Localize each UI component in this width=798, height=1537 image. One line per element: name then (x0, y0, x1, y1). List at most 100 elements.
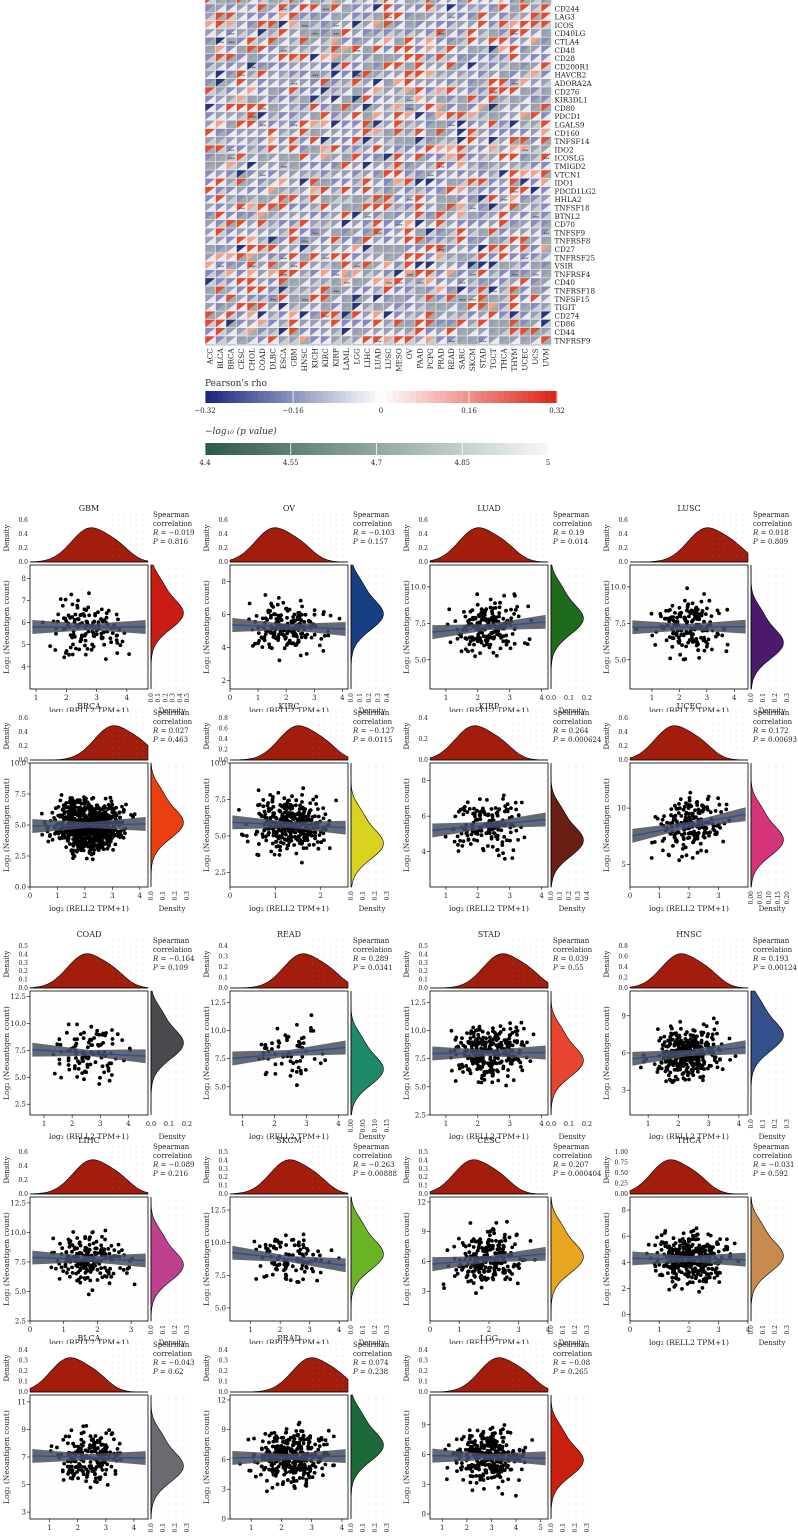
heatmap-cell-rho (541, 28, 552, 38)
bg-dot (545, 582, 547, 584)
heatmap-star: *** (376, 231, 382, 236)
data-point (480, 630, 484, 635)
bg-dot (281, 659, 283, 661)
bg-dot (233, 659, 235, 661)
bg-dot (49, 666, 51, 668)
bg-dot (130, 543, 131, 545)
bg-dot (368, 666, 370, 668)
heatmap-star: *** (323, 256, 329, 261)
bg-dot (289, 680, 291, 682)
heatmap-star: *** (334, 290, 340, 295)
stat-correlation: correlation (153, 520, 193, 528)
bg-dot (433, 680, 435, 682)
heatmap-cell-p (478, 4, 489, 13)
heatmap-cell-rho (236, 28, 247, 38)
x-tick-label: 1 (256, 694, 260, 702)
bg-dot (297, 603, 299, 605)
heatmap-cell-p (541, 28, 552, 38)
bg-dot (382, 582, 384, 584)
top-density-tick: 0.4 (218, 531, 228, 538)
heatmap-star: *** (239, 74, 245, 79)
bg-dot (575, 659, 577, 661)
bg-dot (582, 610, 584, 612)
bg-dot (313, 687, 315, 689)
heatmap-cell-p (299, 45, 310, 54)
heatmap-cell-rho (457, 28, 468, 38)
bg-dot (568, 659, 570, 661)
bg-dot (433, 659, 435, 661)
bg-dot (561, 568, 563, 570)
bg-dot (124, 537, 125, 539)
heatmap-cell-rho (257, 37, 268, 46)
bg-dot (389, 617, 391, 619)
heatmap-cell-p (299, 12, 310, 21)
bg-dot (175, 652, 177, 654)
y-tick-label: 7.5 (415, 620, 426, 628)
bg-dot (105, 603, 107, 605)
heatmap-cell-rho (299, 45, 310, 54)
heatmap-cell-rho (394, 45, 405, 54)
bg-dot (375, 659, 377, 661)
bg-dot (113, 645, 115, 647)
data-point (321, 649, 326, 653)
heatmap-cell-p (415, 45, 426, 54)
heatmap-cell-p (436, 28, 447, 38)
bg-dot (33, 575, 35, 577)
bg-dot (233, 673, 235, 675)
scatter-panels: GBMDensity0.00.20.40.6Spearmancorrelatio… (2, 504, 798, 1537)
bg-dot (89, 680, 91, 682)
heatmap-cell-p (509, 12, 520, 21)
data-point (468, 609, 473, 614)
bg-dot (33, 596, 35, 598)
bg-dot (330, 549, 331, 551)
bg-dot (329, 575, 331, 577)
data-point (285, 609, 290, 613)
bg-dot (73, 659, 75, 661)
bg-dot (73, 568, 75, 570)
data-point (262, 638, 267, 643)
bg-dot (241, 589, 243, 591)
p-colorbar-segment (290, 443, 298, 455)
bg-dot (241, 652, 243, 654)
bg-dot (175, 673, 177, 675)
data-point (99, 607, 104, 612)
bg-dot (65, 645, 67, 647)
bg-dot (41, 659, 43, 661)
bg-dot (345, 638, 347, 640)
heatmap-cell-p (415, 20, 426, 29)
top-density-tick: 0.0 (18, 559, 28, 566)
y-tick-label: 6 (22, 619, 27, 627)
bg-dot (481, 659, 483, 661)
bg-dot (97, 582, 99, 584)
data-point (481, 610, 485, 615)
bg-dot (473, 687, 475, 689)
bg-dot (521, 652, 523, 654)
heatmap-cell-p (320, 0, 331, 4)
bg-dot (330, 531, 331, 533)
bg-dot (375, 631, 377, 633)
bg-dot (136, 525, 137, 527)
heatmap-cell-p (257, 0, 268, 4)
bg-dot (249, 631, 251, 633)
bg-dot (354, 687, 356, 689)
bg-dot (433, 666, 435, 668)
bg-dot (145, 687, 147, 689)
bg-dot (65, 575, 67, 577)
y-tick-label: 7 (22, 597, 26, 605)
bg-dot (505, 568, 507, 570)
bg-dot (465, 659, 467, 661)
heatmap-cell-p (289, 4, 300, 13)
data-point (492, 614, 496, 619)
heatmap-cell-p (499, 20, 510, 29)
bg-dot (189, 659, 191, 661)
bg-dot (97, 617, 99, 619)
heatmap-cell-p (278, 45, 289, 54)
bg-dot (433, 582, 435, 584)
bg-dot (389, 652, 391, 654)
x-tick-label: 1 (34, 694, 38, 702)
heatmap-star: *** (470, 273, 476, 278)
heatmap-cell-rho (373, 28, 384, 38)
bg-dot (257, 568, 259, 570)
bg-dot (33, 673, 35, 675)
